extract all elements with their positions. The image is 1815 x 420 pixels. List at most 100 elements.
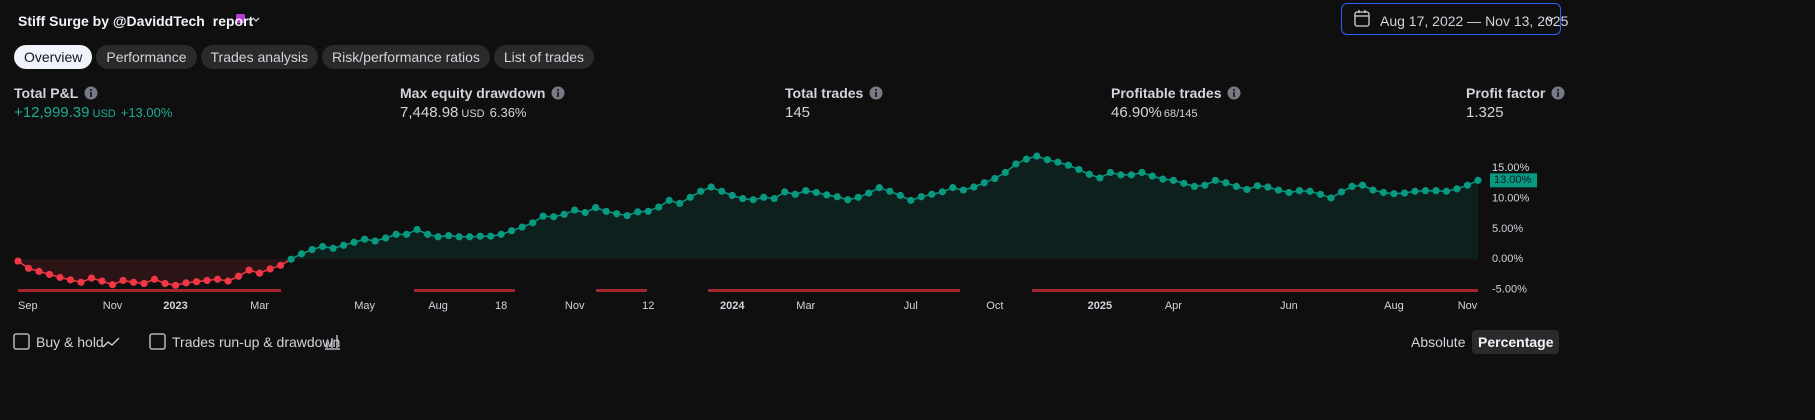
equity-point bbox=[676, 199, 684, 208]
y-tick-label: -5.00% bbox=[1492, 283, 1527, 295]
equity-point bbox=[56, 273, 64, 282]
equity-point bbox=[1400, 189, 1409, 197]
equity-point bbox=[1012, 160, 1020, 168]
equity-point bbox=[119, 276, 127, 285]
equity-point bbox=[108, 281, 117, 289]
equity-point bbox=[140, 279, 148, 288]
info-icon[interactable] bbox=[1227, 86, 1241, 100]
equity-point bbox=[255, 269, 264, 277]
equity-point bbox=[518, 223, 526, 231]
equity-point bbox=[718, 187, 726, 195]
equity-point bbox=[560, 210, 568, 218]
equity-point bbox=[192, 278, 201, 286]
metric-number: 7,448.98 bbox=[400, 104, 459, 121]
checkbox-label[interactable]: Trades run-up & drawdown bbox=[172, 334, 341, 350]
info-icon[interactable] bbox=[84, 86, 98, 100]
equity-point bbox=[1001, 168, 1009, 177]
info-icon[interactable] bbox=[551, 86, 565, 100]
metric-value: 7,448.98 USD 6.36% bbox=[400, 104, 527, 121]
tab[interactable]: Risk/performance ratios bbox=[322, 45, 490, 69]
equity-point bbox=[77, 278, 85, 286]
equity-point bbox=[403, 230, 411, 238]
equity-point bbox=[371, 237, 379, 245]
x-tick-label: Aug bbox=[1384, 300, 1404, 312]
metric-value: 1.325 bbox=[1466, 104, 1504, 121]
equity-point bbox=[129, 278, 138, 286]
tab[interactable]: Performance bbox=[96, 45, 197, 69]
equity-point bbox=[1043, 156, 1051, 164]
equity-point bbox=[623, 211, 631, 220]
metric-unit: USD bbox=[461, 108, 485, 120]
equity-point bbox=[1442, 187, 1451, 195]
equity-point bbox=[686, 193, 694, 201]
equity-point bbox=[665, 196, 673, 204]
metric-unit: USD bbox=[92, 108, 116, 120]
tab[interactable]: Overview bbox=[14, 45, 93, 69]
equity-point bbox=[308, 245, 316, 254]
date-range-picker[interactable]: Aug 17, 2022 — Nov 13, 2025 bbox=[1341, 3, 1568, 35]
equity-point bbox=[886, 187, 894, 195]
equity-point bbox=[1432, 187, 1440, 195]
equity-point bbox=[87, 274, 96, 282]
x-tick-label: Jul bbox=[904, 300, 918, 312]
tab[interactable]: Trades analysis bbox=[200, 45, 319, 69]
tab[interactable]: List of trades bbox=[493, 45, 595, 69]
equity-point bbox=[1201, 181, 1209, 189]
equity-point bbox=[1138, 168, 1146, 177]
metric-number: +12,999.39 bbox=[14, 104, 90, 121]
equity-point bbox=[1348, 182, 1356, 191]
equity-point bbox=[854, 193, 862, 201]
equity-point bbox=[297, 250, 306, 258]
equity-point bbox=[203, 276, 211, 285]
equity-point bbox=[749, 196, 757, 204]
equity-point bbox=[234, 272, 243, 280]
equity-point bbox=[171, 281, 180, 289]
drawdown-period bbox=[708, 289, 960, 292]
equity-point bbox=[1232, 182, 1241, 191]
equity-point bbox=[529, 219, 537, 227]
equity-point bbox=[392, 230, 400, 238]
x-tick-label: Apr bbox=[1165, 300, 1182, 312]
x-tick-label: Mar bbox=[250, 300, 269, 312]
equity-point bbox=[1022, 155, 1030, 163]
equity-point bbox=[182, 279, 190, 287]
x-tick-label: Aug bbox=[428, 300, 448, 312]
equity-point bbox=[844, 196, 852, 204]
equity-point bbox=[823, 191, 831, 199]
equity-point bbox=[1222, 179, 1230, 187]
equity-point bbox=[938, 188, 946, 196]
equity-point bbox=[760, 193, 768, 201]
equity-point bbox=[424, 230, 432, 238]
equity-point bbox=[1274, 186, 1283, 194]
equity-point bbox=[1411, 187, 1419, 195]
equity-point bbox=[634, 208, 642, 216]
equity-point bbox=[213, 275, 222, 283]
toggle-option[interactable]: Absolute bbox=[1411, 334, 1466, 350]
equity-point bbox=[917, 193, 925, 201]
info-icon[interactable] bbox=[869, 86, 883, 100]
equity-point bbox=[1075, 165, 1083, 174]
x-tick-label: Sep bbox=[18, 300, 38, 312]
equity-point bbox=[413, 225, 421, 234]
equity-point bbox=[571, 206, 579, 214]
metric-number: 145 bbox=[785, 104, 811, 121]
equity-point bbox=[697, 187, 705, 195]
equity-point bbox=[224, 277, 232, 285]
equity-point bbox=[1127, 171, 1135, 179]
equity-point bbox=[150, 275, 159, 283]
checkbox-label[interactable]: Buy & hold bbox=[36, 334, 104, 350]
x-tick-label: 2024 bbox=[720, 300, 745, 312]
equity-point bbox=[266, 265, 274, 273]
equity-point bbox=[1285, 188, 1293, 197]
toggle-option[interactable]: Percentage bbox=[1472, 330, 1560, 354]
equity-point bbox=[1190, 182, 1199, 191]
y-tick-label: 10.00% bbox=[1492, 192, 1530, 204]
equity-point bbox=[45, 270, 54, 279]
end-label: 13.00% bbox=[1494, 174, 1532, 186]
end-label-box bbox=[1490, 173, 1537, 188]
equity-point bbox=[1463, 181, 1472, 189]
equity-point bbox=[1264, 183, 1272, 191]
info-icon[interactable] bbox=[1551, 86, 1565, 100]
equity-point bbox=[655, 203, 663, 211]
equity-point bbox=[1316, 190, 1325, 198]
